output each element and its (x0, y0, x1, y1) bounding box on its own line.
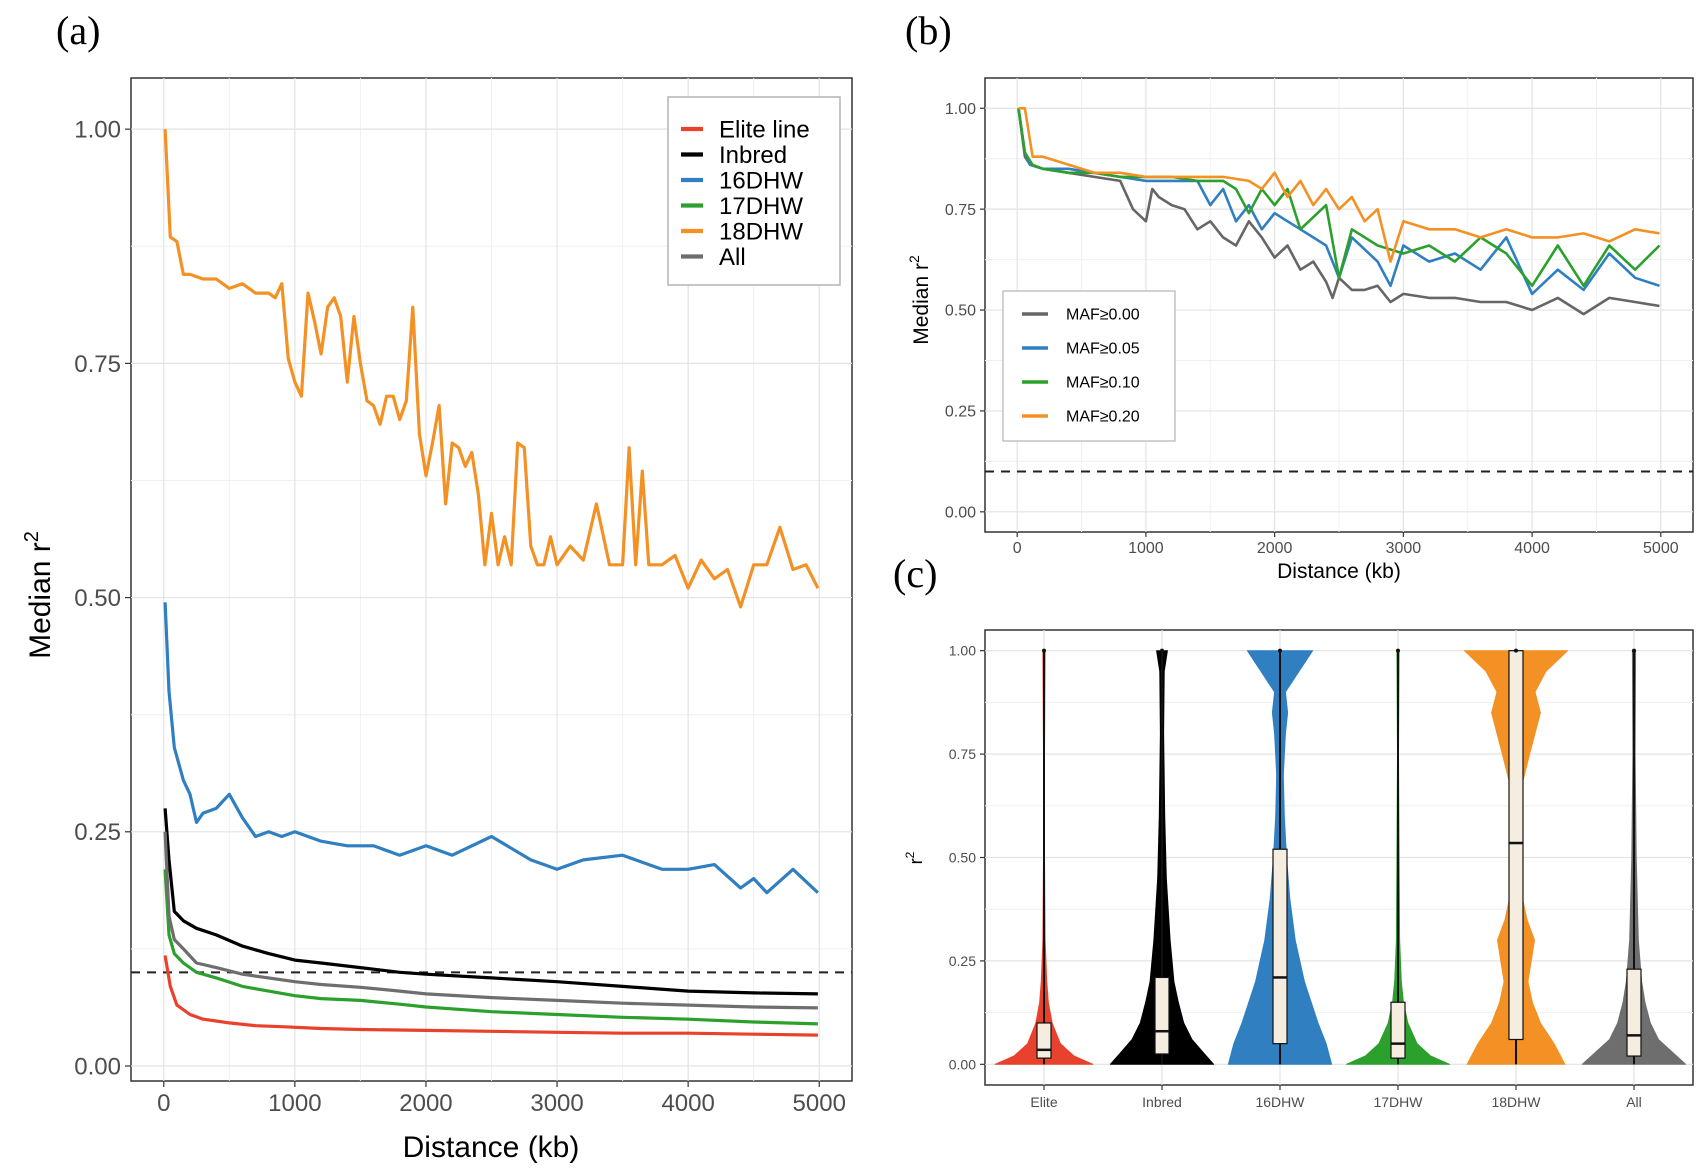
b-y-tick-label: 1.00 (945, 101, 976, 118)
b-x-tick-label: 1000 (1128, 540, 1164, 557)
a-series-line-all (163, 831, 818, 1010)
b-y-tick-label: 0.25 (945, 404, 976, 421)
a-y-tick-label: 0.75 (74, 351, 121, 378)
c-x-tick-label: 18DHW (1491, 1094, 1541, 1110)
c-x-tick-label: All (1626, 1094, 1642, 1110)
b-legend-label: MAF≥0.00 (1066, 307, 1140, 324)
a-series-line-inbred (163, 808, 818, 996)
b-y-tick-label: 0.50 (945, 303, 976, 320)
a-x-tick-label: 2000 (399, 1090, 452, 1117)
a-legend-label: Elite line (719, 116, 810, 143)
b-x-tick-label: 0 (1013, 540, 1022, 557)
panel-c-chart: 0.00 0.25 0.50 0.75 1.00 Elite Inbred 16DHW 17DH… (903, 629, 1694, 1110)
b-series-line-maf-0-20 (1018, 107, 1660, 263)
b-y-tick-label: 0.75 (945, 202, 976, 219)
b-series-line-maf-0-00 (1017, 108, 1660, 316)
panel-label-c: (c) (893, 551, 937, 596)
panel-a-series (131, 129, 852, 1037)
outlier-point-all (1632, 648, 1636, 653)
svg-text:Median r2: Median r2 (21, 531, 57, 659)
b-x-tick-label: 2000 (1257, 540, 1293, 557)
panel-c-y-axis-title-text: r (906, 858, 926, 864)
a-x-tick-label: 0 (157, 1090, 170, 1117)
c-y-tick-label: 0.75 (949, 746, 976, 762)
panel-c-tick-labels: 0.00 0.25 0.50 0.75 1.00 Elite Inbred 16DHW 17DH… (949, 643, 1642, 1110)
c-y-tick-label: 0.00 (949, 1056, 976, 1072)
a-x-tick-label: 1000 (268, 1090, 321, 1117)
panel-a-y-axis-title-text: Median r (24, 542, 57, 659)
a-y-tick-label: 0.50 (74, 585, 121, 612)
a-legend-label: 18DHW (719, 218, 803, 245)
panel-b-tick-labels: 0 1000 2000 3000 4000 5000 0.00 0.25 0.50 0.75 1.0… (945, 101, 1679, 557)
panel-label-b: (b) (905, 8, 952, 53)
outlier-point-17dhw (1396, 648, 1400, 653)
panel-c-y-axis-title: r2 (903, 851, 926, 864)
a-y-tick-label: 0.00 (74, 1053, 121, 1080)
panel-a-tick-labels: 0 1000 2000 3000 4000 5000 0.00 0.25 0.50 0.75 1.0… (74, 117, 846, 1117)
c-y-tick-label: 1.00 (949, 643, 976, 659)
b-x-tick-label: 3000 (1386, 540, 1422, 557)
panel-c-violins (994, 648, 1687, 1065)
a-series-line-18dhw (163, 129, 820, 609)
panel-b-y-axis-title-sup: 2 (906, 255, 922, 263)
a-x-tick-label: 3000 (530, 1090, 583, 1117)
box-elite (1036, 1022, 1052, 1059)
panel-a-chart: 0 1000 2000 3000 4000 5000 0.00 0.25 0.50 0.75 1.0… (21, 77, 853, 1164)
box-16dhw (1272, 848, 1288, 1045)
a-x-tick-label: 5000 (793, 1090, 846, 1117)
c-x-tick-label: 17DHW (1373, 1094, 1423, 1110)
b-legend-label: MAF≥0.10 (1066, 375, 1140, 392)
a-series-line-elite-line (163, 955, 818, 1037)
c-x-tick-label: Inbred (1142, 1094, 1182, 1110)
b-legend-label: MAF≥0.05 (1066, 341, 1140, 358)
a-series-line-17dhw (163, 869, 818, 1026)
b-x-tick-label: 5000 (1643, 540, 1679, 557)
a-legend-label: Inbred (719, 142, 787, 169)
c-x-tick-label: 16DHW (1255, 1094, 1305, 1110)
c-y-tick-label: 0.50 (949, 850, 976, 866)
b-x-tick-label: 4000 (1514, 540, 1550, 557)
outlier-point-inbred (1160, 648, 1164, 653)
b-legend-label: MAF≥0.20 (1066, 409, 1140, 426)
a-y-tick-label: 0.25 (74, 819, 121, 846)
a-legend-label: All (719, 244, 746, 271)
c-x-tick-label: Elite (1030, 1094, 1057, 1110)
panel-b-y-axis-title: Median r2 (906, 255, 933, 345)
b-y-tick-label: 0.00 (945, 504, 976, 521)
outlier-point-18dhw (1514, 648, 1518, 653)
box-17dhw (1390, 1001, 1406, 1059)
panel-b-series (985, 107, 1693, 473)
svg-text:Median r2: Median r2 (906, 255, 933, 345)
svg-text:r2: r2 (903, 851, 926, 864)
panel-a-y-axis-title-sup: 2 (21, 531, 43, 542)
box-all (1626, 968, 1642, 1057)
panel-b-legend: MAF≥0.00 MAF≥0.05 MAF≥0.10 MAF≥0.20 (1002, 290, 1176, 442)
panel-a-x-axis-title: Distance (kb) (403, 1131, 580, 1164)
box-inbred (1154, 976, 1170, 1055)
outlier-point-elite (1042, 648, 1046, 653)
panel-a-y-axis-title: Median r2 (21, 531, 57, 659)
a-x-tick-label: 4000 (661, 1090, 714, 1117)
c-y-tick-label: 0.25 (949, 953, 976, 969)
outlier-point-16dhw (1278, 648, 1282, 653)
a-legend-label: 17DHW (719, 193, 803, 220)
panel-b-y-axis-title-text: Median r (910, 263, 933, 345)
a-y-tick-label: 1.00 (74, 117, 121, 144)
panel-b-x-axis-title: Distance (kb) (1277, 560, 1401, 583)
panel-c-y-axis-title-sup: 2 (903, 851, 917, 858)
a-series-line-16dhw (163, 602, 819, 895)
panel-label-a: (a) (56, 8, 100, 53)
box-18dhw (1508, 650, 1524, 1041)
panel-b-chart: 0 1000 2000 3000 4000 5000 0.00 0.25 0.50 0.75 1.0… (906, 77, 1694, 583)
a-legend-label: 16DHW (719, 167, 803, 194)
